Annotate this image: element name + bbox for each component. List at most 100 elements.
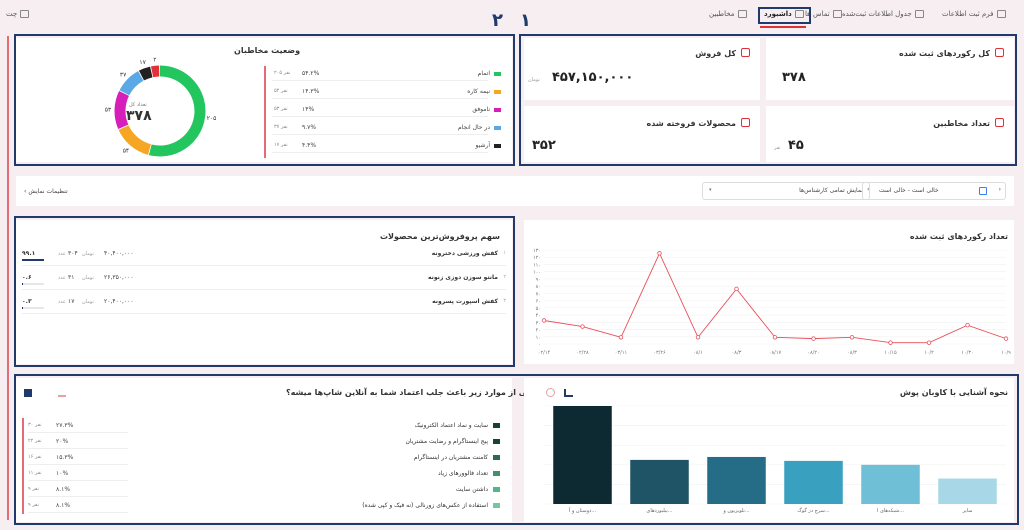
legend-count: ۳۷ نفر [274,124,288,130]
donut-slice-label: ۵۳ [105,106,112,113]
contacts-unit: نفر [774,145,781,151]
product-divider [22,289,506,290]
records-point [965,322,970,328]
experts-select[interactable]: نمایش تمامی کارشناس‌ها ▾ [702,182,870,200]
bar-view-icon[interactable] [564,389,573,397]
contacts-count-icon [995,118,1004,127]
survey-title: کدوم یکی از موارد زیر باعث جلب اعتماد شم… [286,388,558,397]
records-point [541,318,547,323]
chat-label: چت [6,10,18,18]
channel-bar [630,459,689,504]
x-tick-label: ۰۸/۲۰ [807,350,819,356]
product-sold: ۳۱ [68,274,75,281]
channel-bar [938,478,997,504]
donut-slice [114,91,130,130]
donut-slice [118,125,152,155]
survey-option-swatch [493,487,500,492]
form-icon [996,10,1006,18]
settings-label: تنظیمات نمایش [28,188,68,195]
y-tick-label: ۲۰ [536,328,541,334]
y-tick-label: ۷۰ [536,291,541,297]
records-value: ۳۷۸ [782,70,806,85]
legend-count: ۲۰۵ نفر [274,70,291,76]
tab-form[interactable]: فرم ثبت اطلاعات [942,10,1006,18]
tab-dashboard[interactable]: داشبورد [764,10,804,18]
survey-option-count: ۱۶ نفر [28,454,42,460]
donut-slice-label: ۲ [153,56,156,63]
top-products-title: سهم پروفروش‌ترین محصولات [380,232,500,241]
x-tick-label: ۰۳/۱۱ [615,350,627,356]
tab-calls[interactable]: تماس ها [805,10,842,18]
tab-dashboard-label: داشبورد [764,10,792,18]
y-tick-label: ۶۰ [536,299,541,305]
legend-divider [272,116,488,117]
legend-swatch [494,144,501,148]
survey-option-count: ۲۲ نفر [28,438,42,444]
product-rank: ۱ [503,250,506,256]
dashboard-highlight [758,7,811,24]
settings-link[interactable]: ‹ تنظیمات نمایش [24,188,68,195]
pie-view-icon[interactable] [546,388,555,397]
tag-icon [741,48,750,57]
records-point [1003,336,1009,341]
date-range-value: خالی است - خالی است [879,187,939,194]
records-point [657,251,662,256]
prev-icon[interactable]: ‹ [867,186,870,193]
survey-scroll-bar[interactable] [22,418,24,514]
left-accent-bar [7,36,9,520]
status-scroll-bar[interactable] [264,66,266,158]
kpi-highlight [519,34,1017,166]
product-divider [22,313,506,314]
records-point [580,324,585,329]
product-share-track [22,307,44,309]
legend-divider [272,80,488,81]
survey-option-label: استفاده از عکس‌های زورنالی (نه فیک و کپی… [362,502,488,509]
survey-option-count: ۹ نفر [28,502,39,508]
date-range-picker[interactable]: خالی است - خالی است ‹ › [862,182,1006,200]
product-sold: ۳۰۴ [68,250,78,257]
records-point [734,286,739,292]
legend-swatch [494,126,501,130]
legend-percent: ۱۴% [302,106,315,113]
survey-option-percent: ۲۷.۳% [56,422,74,429]
product-sold-unit: عدد [58,251,66,257]
x-tick-label: ۰۲/۲۸ [576,350,589,356]
donut-center-value: ۳۷۸ [126,108,152,124]
channel-bar [707,456,766,504]
survey-option-percent: ۱۰% [56,470,69,477]
bar-chart-icon[interactable] [58,389,66,397]
category-label: سایر [962,508,973,514]
category-label: شبکه‌های ا... [877,508,904,514]
category-label: تلویزیون و... [722,508,750,514]
tab-records-table[interactable]: جدول اطلاعات ثبت‌شده [842,10,924,18]
records-icon [995,48,1004,57]
annotation-1: ۱ [520,10,531,31]
y-tick-label: ۱۰ [536,335,541,341]
y-tick-label: ۱۱۰ [533,262,541,268]
x-tick-label: ۱۰/۲ [924,350,934,356]
contacts-value: ۴۵ [788,138,804,153]
survey-option-label: تعداد فالوورهای زیاد [437,470,488,477]
legend-label: در حال انجام [457,124,490,131]
tab-contacts[interactable]: مخاطبین [709,10,747,18]
legend-percent: ۴.۴% [302,142,317,149]
line-chart-title: تعداد رکوردهای ثبت شده [909,232,1008,241]
chat-button[interactable]: چت [6,10,30,18]
survey-option-label: کامنت مشتریان در اینستاگرام [413,454,488,461]
tab-contacts-label: مخاطبین [709,10,735,18]
tab-calls-label: تماس ها [805,10,830,18]
donut-slice [150,65,160,78]
survey-option-count: ۳۰ نفر [28,422,42,428]
next-icon[interactable]: › [998,186,1001,193]
records-title: کل رکوردهای ثبت شده [899,49,990,58]
product-amount-unit: تومان [82,299,94,305]
legend-label: آرشیو [475,142,490,149]
top-nav: چت فرم ثبت اطلاعات جدول اطلاعات ثبت‌شده … [0,0,1024,30]
x-tick-label: ۱۰/۳۰ [961,350,973,356]
category-label: بیلبوردهای... [646,508,673,514]
records-line-card: تعداد رکوردهای ثبت شده ۰ ۱۰ ۲۰ ۳۰ ۴۰ ۵۰ ۶۰ ۷۰ ۸۰… [524,220,1014,364]
survey-card: کدوم یکی از موارد زیر باعث جلب اعتماد شم… [16,378,557,522]
calendar-icon [979,187,987,195]
y-tick-label: ۹۰ [536,277,541,283]
table-view-icon[interactable] [24,389,32,397]
